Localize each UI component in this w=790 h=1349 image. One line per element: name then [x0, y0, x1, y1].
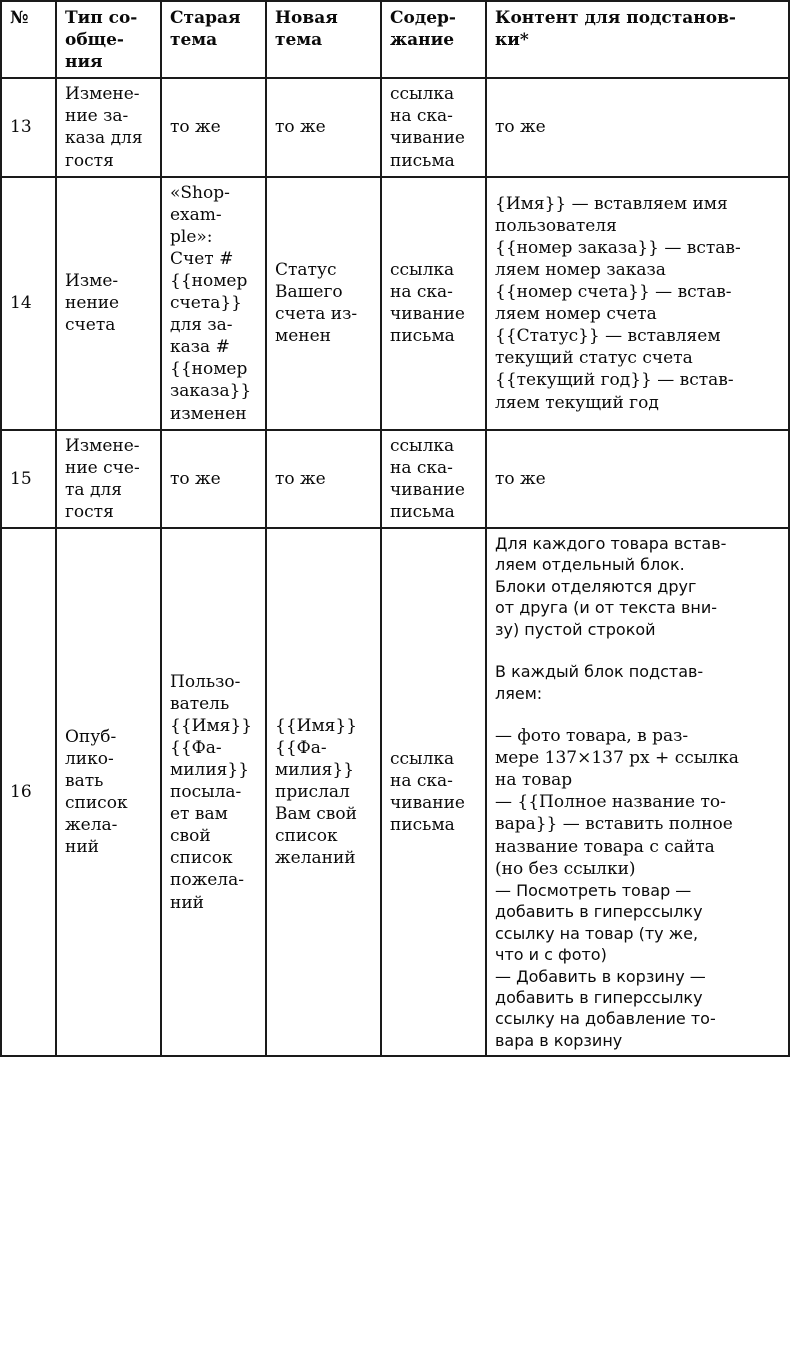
substitution-block: В каждый блок подстав- ляем:	[495, 662, 704, 703]
column-header-body: Содер- жание	[380, 0, 487, 80]
table-header: № Тип со- обще- ния Старая тема Новая те…	[0, 0, 790, 80]
cell-new-subject: то же	[265, 77, 382, 178]
cell-new-subject: {{Имя}} {{Фа- милия}} прислал Вам свой с…	[265, 527, 382, 1058]
cell-new-subject: то же	[265, 428, 382, 530]
column-header-substitution-content: Контент для подстанов- ки*	[485, 0, 790, 80]
block-separator	[495, 640, 781, 661]
cell-substitution-content: {Имя}} — вставляем имя пользователя {{но…	[485, 175, 790, 431]
cell-message-type: Изме- нение счета	[55, 175, 162, 431]
block-separator	[495, 704, 781, 725]
cell-message-type: Измене- ние за- каза для гостя	[55, 77, 162, 178]
cell-old-subject: «Shop- exam- ple»: Счет # {{номер счета}…	[160, 175, 267, 431]
cell-old-subject: то же	[160, 77, 267, 178]
column-header-old-subject: Старая тема	[160, 0, 267, 80]
header-row: № Тип со- обще- ния Старая тема Новая те…	[0, 0, 790, 80]
cell-substitution-content: то же	[485, 77, 790, 178]
message-templates-table: № Тип со- обще- ния Старая тема Новая те…	[0, 0, 790, 1058]
cell-body: ссылка на ска- чивание письма	[380, 77, 487, 178]
cell-body: ссылка на ска- чивание письма	[380, 428, 487, 530]
substitution-block: — Посмотреть товар — добавить в гиперссы…	[495, 880, 716, 1050]
table-body: 13 Измене- ние за- каза для гостя то же …	[0, 77, 790, 1058]
row-number: 15	[0, 428, 57, 530]
substitution-block: — фото товара, в раз- мере 137×137 px + …	[495, 726, 739, 879]
cell-message-type: Опуб- лико- вать список жела- ний	[55, 527, 162, 1058]
cell-old-subject: то же	[160, 428, 267, 530]
column-header-new-subject: Новая тема	[265, 0, 382, 80]
substitution-block: Для каждого товара встав- ляем отдельный…	[495, 534, 727, 639]
row-number: 13	[0, 77, 57, 178]
cell-new-subject: Статус Вашего счета из- менен	[265, 175, 382, 431]
row-number: 14	[0, 175, 57, 431]
cell-message-type: Измене- ние сче- та для гостя	[55, 428, 162, 530]
cell-body: ссылка на ска- чивание письма	[380, 527, 487, 1058]
cell-substitution-content: Для каждого товара встав- ляем отдельный…	[485, 527, 790, 1058]
table-row: 13 Измене- ние за- каза для гостя то же …	[0, 77, 790, 178]
cell-substitution-content: то же	[485, 428, 790, 530]
column-header-message-type: Тип со- обще- ния	[55, 0, 162, 80]
column-header-number: №	[0, 0, 57, 80]
table-row: 14 Изме- нение счета «Shop- exam- ple»: …	[0, 175, 790, 431]
table-row: 15 Измене- ние сче- та для гостя то же т…	[0, 428, 790, 530]
cell-old-subject: Пользо- ватель {{Имя}} {{Фа- милия}} пос…	[160, 527, 267, 1058]
cell-body: ссылка на ска- чивание письма	[380, 175, 487, 431]
row-number: 16	[0, 527, 57, 1058]
table-row: 16 Опуб- лико- вать список жела- ний Пол…	[0, 527, 790, 1058]
